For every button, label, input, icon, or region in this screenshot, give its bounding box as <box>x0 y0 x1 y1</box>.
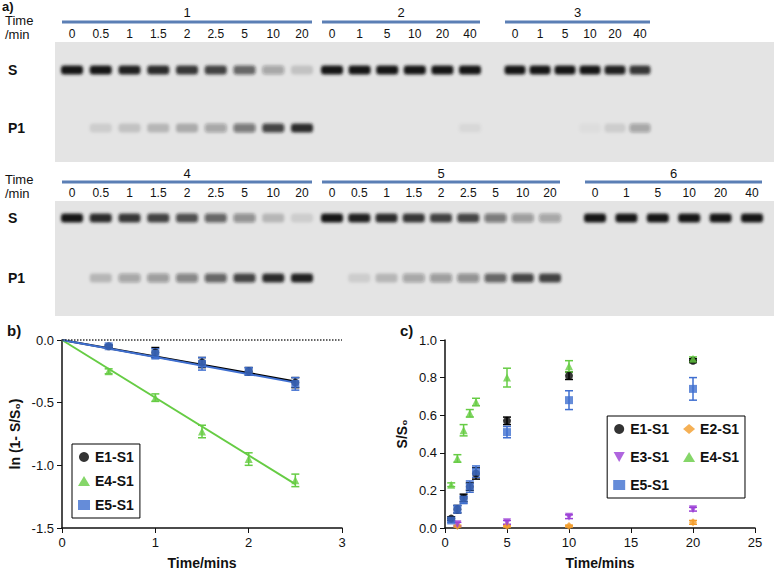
svg-text:0: 0 <box>329 186 336 200</box>
svg-text:E4-S1: E4-S1 <box>95 473 134 489</box>
svg-text:2: 2 <box>245 535 252 550</box>
svg-text:-1.0: -1.0 <box>32 458 54 473</box>
svg-text:0.8: 0.8 <box>419 370 437 385</box>
svg-text:0: 0 <box>512 27 519 41</box>
svg-text:5: 5 <box>241 186 248 200</box>
svg-text:10: 10 <box>562 535 576 550</box>
svg-text:1.0: 1.0 <box>419 333 437 348</box>
svg-text:0: 0 <box>69 27 76 41</box>
svg-text:1: 1 <box>126 186 133 200</box>
svg-text:4: 4 <box>183 166 190 181</box>
svg-text:2.5: 2.5 <box>460 186 477 200</box>
svg-text:c): c) <box>400 322 413 339</box>
svg-text:1.5: 1.5 <box>150 186 167 200</box>
svg-text:S/S₀: S/S₀ <box>394 420 410 449</box>
svg-text:5: 5 <box>503 535 510 550</box>
svg-text:E3-S1: E3-S1 <box>630 449 669 465</box>
svg-text:20: 20 <box>436 27 450 41</box>
svg-text:10: 10 <box>408 27 422 41</box>
svg-text:Time/mins: Time/mins <box>168 555 237 571</box>
svg-text:E5-S1: E5-S1 <box>630 477 669 493</box>
svg-text:10: 10 <box>516 186 530 200</box>
svg-text:P1: P1 <box>8 270 25 286</box>
svg-text:2: 2 <box>397 5 404 20</box>
svg-text:E1-S1: E1-S1 <box>630 421 669 437</box>
svg-text:3: 3 <box>338 535 345 550</box>
svg-text:2.5: 2.5 <box>207 186 224 200</box>
svg-text:10: 10 <box>267 186 281 200</box>
svg-text:5: 5 <box>384 27 391 41</box>
svg-text:1.5: 1.5 <box>405 186 422 200</box>
svg-text:/min: /min <box>5 27 30 42</box>
svg-text:0: 0 <box>58 535 65 550</box>
svg-text:1.5: 1.5 <box>150 27 167 41</box>
svg-text:E5-S1: E5-S1 <box>95 497 134 513</box>
svg-text:ln (1- S/S₀): ln (1- S/S₀) <box>7 399 23 470</box>
svg-text:E2-S1: E2-S1 <box>700 421 739 437</box>
svg-text:6: 6 <box>670 166 677 181</box>
svg-text:0.5: 0.5 <box>92 186 109 200</box>
svg-text:/min: /min <box>5 186 30 201</box>
svg-text:1: 1 <box>537 27 544 41</box>
svg-text:1: 1 <box>152 535 159 550</box>
svg-text:20: 20 <box>543 186 557 200</box>
svg-text:20: 20 <box>608 27 622 41</box>
svg-text:2: 2 <box>184 27 191 41</box>
svg-text:S: S <box>8 210 17 226</box>
svg-text:0: 0 <box>329 27 336 41</box>
svg-text:10: 10 <box>267 27 281 41</box>
svg-text:0.5: 0.5 <box>351 186 368 200</box>
svg-text:40: 40 <box>633 27 647 41</box>
svg-text:10: 10 <box>683 186 697 200</box>
svg-text:20: 20 <box>714 186 728 200</box>
svg-text:0.6: 0.6 <box>419 408 437 423</box>
svg-text:b): b) <box>7 322 21 339</box>
svg-text:10: 10 <box>583 27 597 41</box>
svg-text:2.5: 2.5 <box>207 27 224 41</box>
svg-text:15: 15 <box>624 535 638 550</box>
svg-text:P1: P1 <box>8 120 25 136</box>
svg-text:5: 5 <box>654 186 661 200</box>
svg-text:2: 2 <box>438 186 445 200</box>
svg-text:20: 20 <box>686 535 700 550</box>
svg-text:20: 20 <box>295 186 309 200</box>
svg-text:1: 1 <box>623 186 630 200</box>
svg-text:Time/mins: Time/mins <box>566 555 635 571</box>
svg-text:0.0: 0.0 <box>36 333 54 348</box>
svg-text:5: 5 <box>492 186 499 200</box>
svg-text:0: 0 <box>69 186 76 200</box>
svg-text:1: 1 <box>356 27 363 41</box>
svg-text:40: 40 <box>463 27 477 41</box>
svg-text:0.0: 0.0 <box>419 521 437 536</box>
svg-text:2: 2 <box>184 186 191 200</box>
svg-text:1: 1 <box>183 5 190 20</box>
svg-text:20: 20 <box>295 27 309 41</box>
svg-text:S: S <box>8 62 17 78</box>
svg-text:a): a) <box>2 0 14 14</box>
svg-text:0.4: 0.4 <box>419 445 437 460</box>
svg-text:E1-S1: E1-S1 <box>95 449 134 465</box>
svg-text:3: 3 <box>574 5 581 20</box>
svg-text:0.5: 0.5 <box>92 27 109 41</box>
svg-text:5: 5 <box>562 27 569 41</box>
svg-text:-1.5: -1.5 <box>32 521 54 536</box>
svg-text:1: 1 <box>126 27 133 41</box>
svg-text:Time: Time <box>5 13 33 28</box>
svg-text:40: 40 <box>745 186 759 200</box>
svg-text:E4-S1: E4-S1 <box>700 449 739 465</box>
svg-text:0.2: 0.2 <box>419 483 437 498</box>
svg-text:5: 5 <box>437 166 444 181</box>
svg-text:-0.5: -0.5 <box>32 395 54 410</box>
svg-text:25: 25 <box>748 535 762 550</box>
svg-text:5: 5 <box>241 27 248 41</box>
svg-text:0: 0 <box>441 535 448 550</box>
svg-text:Time: Time <box>5 172 33 187</box>
svg-text:0: 0 <box>592 186 599 200</box>
svg-text:1: 1 <box>383 186 390 200</box>
